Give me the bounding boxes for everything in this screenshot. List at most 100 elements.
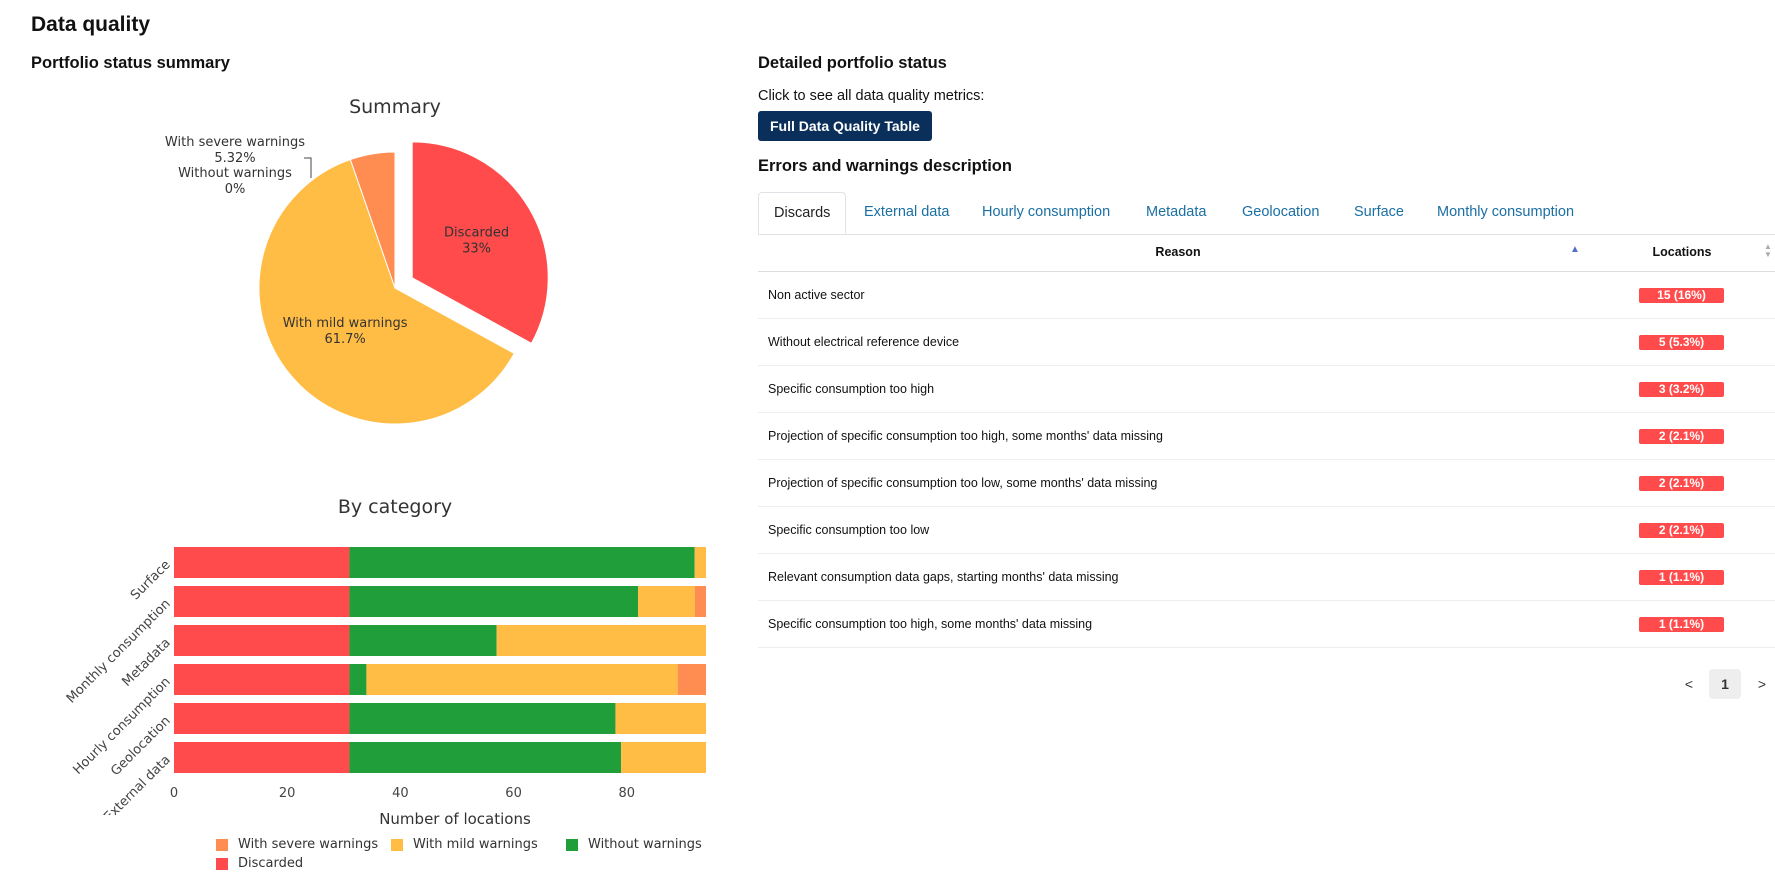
bar-segment[interactable]	[174, 664, 350, 695]
bar-segment[interactable]	[366, 664, 678, 695]
pie-outside-percent: 5.32%	[214, 151, 255, 166]
pie-slice[interactable]	[349, 151, 396, 289]
pie-outside-label: With severe warnings	[165, 135, 305, 150]
discards-table: Reason ▲ Locations ▲ ▼ Non active sector 1…	[758, 234, 1775, 648]
pie-slice[interactable]	[411, 141, 549, 344]
prev-page-button[interactable]: <	[1684, 676, 1694, 692]
table-row: Projection of specific consumption too h…	[758, 413, 1775, 460]
sort-both-icon[interactable]: ▲ ▼	[1764, 242, 1772, 259]
pie-outside-label: Without warnings	[178, 166, 292, 181]
table-row: Specific consumption too high 3 (3.2%)	[758, 366, 1775, 413]
bar-segment[interactable]	[349, 586, 639, 617]
legend-item[interactable]: With mild warnings	[391, 837, 538, 852]
pie-chart-title: Summary	[349, 96, 441, 118]
locations-badge: 5 (5.3%)	[1639, 335, 1724, 350]
table-row: Non active sector 15 (16%)	[758, 272, 1775, 319]
legend-swatch	[566, 838, 578, 851]
legend-swatch	[216, 857, 228, 870]
pie-outside-percent: 0%	[225, 182, 246, 197]
legend-item[interactable]: With severe warnings	[216, 837, 378, 852]
legend-label: Discarded	[238, 856, 304, 871]
tab-geolocation[interactable]: Geolocation	[1242, 204, 1320, 220]
x-tick-label: 60	[505, 786, 522, 801]
click-instruction: Click to see all data quality metrics:	[758, 88, 985, 104]
bar-segment[interactable]	[496, 625, 706, 656]
tab-discards[interactable]: Discards	[758, 192, 847, 234]
tab-metadata[interactable]: Metadata	[1146, 204, 1207, 220]
bar-segment[interactable]	[349, 703, 616, 734]
page-title: Data quality	[31, 13, 151, 36]
tab-monthly-consumption[interactable]: Monthly consumption	[1437, 204, 1575, 220]
pie-slice-label: Discarded	[444, 226, 509, 241]
bar-segment[interactable]	[174, 742, 350, 773]
bar-segment[interactable]	[174, 625, 350, 656]
pie-slice[interactable]	[258, 158, 515, 425]
x-tick-label: 20	[279, 786, 296, 801]
errors-warnings-title: Errors and warnings description	[758, 157, 1012, 175]
reason-cell: Specific consumption too low	[768, 523, 930, 537]
legend-swatch	[391, 838, 403, 851]
portfolio-summary-title: Portfolio status summary	[31, 54, 230, 72]
bar-segment[interactable]	[349, 547, 695, 578]
next-page-button[interactable]: >	[1757, 676, 1767, 692]
bar-segment[interactable]	[174, 703, 350, 734]
locations-column-header[interactable]: Locations	[1652, 245, 1712, 259]
bar-segment[interactable]	[638, 586, 695, 617]
reason-cell: Projection of specific consumption too h…	[768, 429, 1163, 443]
table-row: Specific consumption too low 2 (2.1%)	[758, 507, 1775, 554]
bar-segment[interactable]	[349, 625, 497, 656]
locations-badge: 2 (2.1%)	[1639, 476, 1724, 491]
locations-badge: 3 (3.2%)	[1639, 382, 1724, 397]
table-row: Relevant consumption data gaps, starting…	[758, 554, 1775, 601]
bar-segment[interactable]	[677, 664, 706, 695]
tab-surface[interactable]: Surface	[1354, 204, 1404, 220]
page-1-button[interactable]: 1	[1709, 669, 1741, 699]
category-tabs: Discards External data Hourly consumptio…	[758, 192, 1775, 235]
bar-segment[interactable]	[615, 703, 706, 734]
reason-cell: Relevant consumption data gaps, starting…	[768, 570, 1119, 584]
bar-segment[interactable]	[694, 586, 706, 617]
bar-segment[interactable]	[174, 547, 350, 578]
reason-column-header[interactable]: Reason	[1155, 245, 1201, 259]
legend-label: With severe warnings	[238, 837, 379, 852]
locations-badge: 2 (2.1%)	[1639, 523, 1724, 538]
table-row: Without electrical reference device 5 (5.…	[758, 319, 1775, 366]
category-tick-label: External data	[101, 753, 173, 815]
bar-segment[interactable]	[349, 742, 622, 773]
table-header: Reason ▲ Locations ▲ ▼	[758, 234, 1775, 272]
pie-slice-label: With mild warnings	[283, 316, 408, 331]
detailed-status-title: Detailed portfolio status	[758, 54, 947, 72]
bar-segment[interactable]	[349, 664, 367, 695]
table-row: Projection of specific consumption too l…	[758, 460, 1775, 507]
table-row: Specific consumption too high, some mont…	[758, 601, 1775, 648]
legend-swatch	[216, 838, 228, 851]
locations-badge: 2 (2.1%)	[1639, 429, 1724, 444]
legend-item[interactable]: Without warnings	[566, 837, 702, 852]
bar-segment[interactable]	[621, 742, 706, 773]
locations-badge: 1 (1.1%)	[1639, 570, 1724, 585]
reason-cell: Without electrical reference device	[768, 335, 960, 349]
pie-leader-line	[304, 157, 312, 178]
legend-item[interactable]: Discarded	[216, 856, 303, 871]
pie-slice-percent: 33%	[462, 242, 491, 257]
reason-cell: Specific consumption too high, some mont…	[768, 617, 1093, 631]
x-tick-label: 40	[392, 786, 409, 801]
bar-segment[interactable]	[694, 547, 706, 578]
x-tick-label: 0	[170, 786, 178, 801]
locations-badge: 1 (1.1%)	[1639, 617, 1724, 632]
legend-label: Without warnings	[588, 837, 702, 852]
locations-badge: 15 (16%)	[1639, 288, 1724, 303]
full-data-quality-table-button[interactable]: Full Data Quality Table	[758, 111, 932, 141]
bar-segment[interactable]	[174, 586, 350, 617]
legend-label: With mild warnings	[413, 837, 538, 852]
x-tick-label: 80	[618, 786, 635, 801]
tab-hourly-consumption[interactable]: Hourly consumption	[982, 204, 1111, 220]
sort-ascending-icon[interactable]: ▲	[1570, 244, 1580, 255]
tab-external-data[interactable]: External data	[864, 204, 950, 220]
bar-chart-title: By category	[337, 496, 453, 518]
x-axis-title: Number of locations	[379, 810, 531, 828]
pie-slice-percent: 61.7%	[324, 332, 365, 347]
category-tick-label: Surface	[128, 558, 174, 604]
